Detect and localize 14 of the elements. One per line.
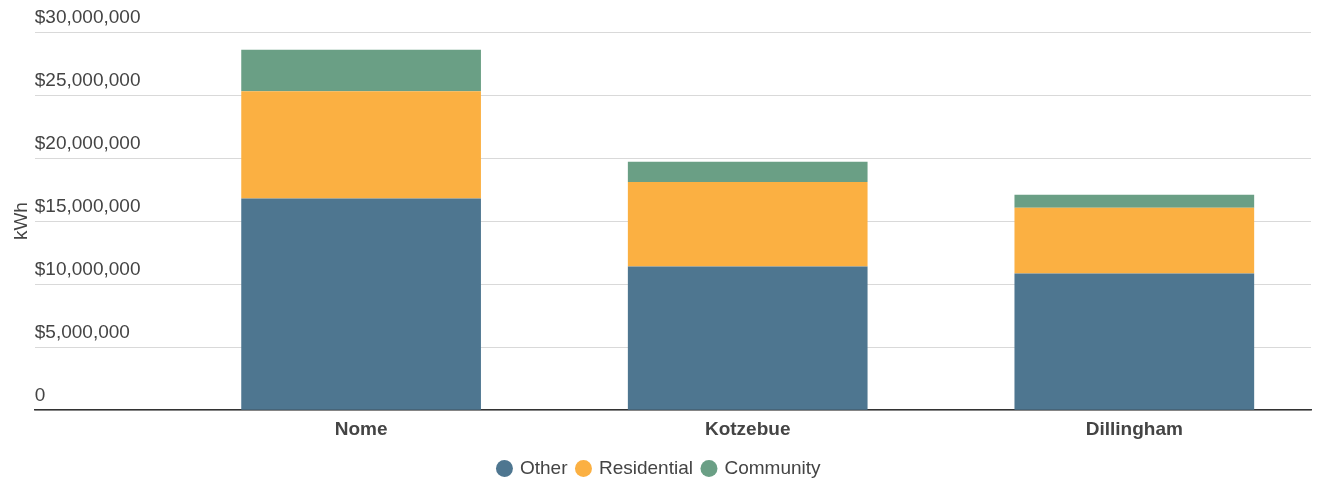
x-tick-label: Nome — [334, 417, 388, 439]
y-axis-title: kWh — [9, 202, 31, 241]
y-tick-label: $10,000,000 — [34, 258, 141, 280]
y-tick-label: $5,000,000 — [34, 321, 130, 343]
y-tick-label: 0 — [34, 384, 46, 406]
legend-label: Community — [724, 456, 822, 478]
legend-label: Other — [519, 456, 569, 478]
x-tick-label: Dillingham — [1085, 417, 1183, 439]
x-tick-label: Kotzebue — [704, 417, 791, 439]
legend-label: Residential — [598, 456, 693, 478]
y-tick-label: $25,000,000 — [34, 69, 141, 91]
y-tick-label: $15,000,000 — [34, 195, 141, 217]
y-tick-label: $30,000,000 — [34, 6, 141, 28]
y-tick-label: $20,000,000 — [34, 132, 141, 154]
